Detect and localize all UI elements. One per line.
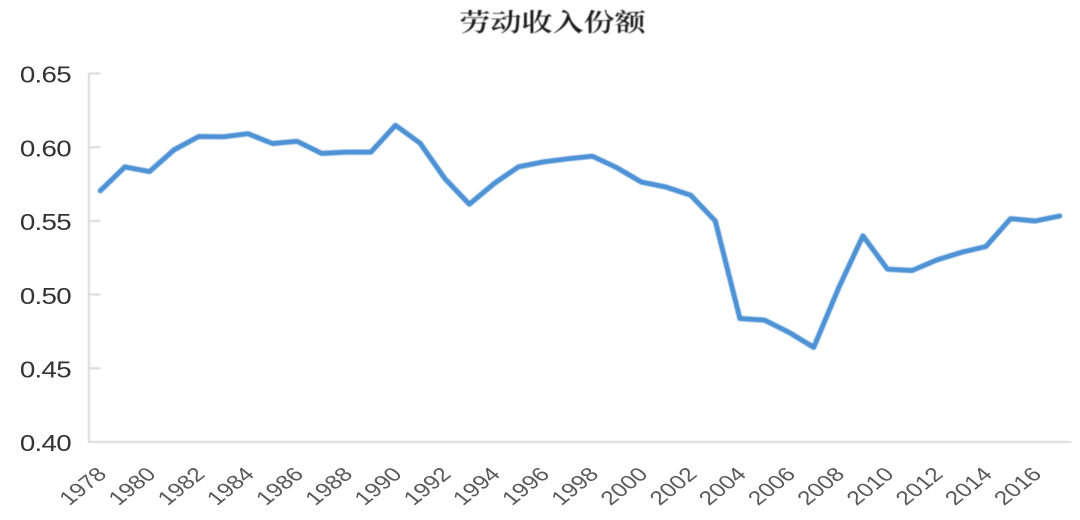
svg-text:0.40: 0.40 — [20, 431, 71, 457]
svg-text:0.65: 0.65 — [20, 63, 71, 89]
svg-text:0.45: 0.45 — [20, 357, 71, 383]
svg-text:0.60: 0.60 — [20, 136, 71, 162]
svg-text:0.55: 0.55 — [20, 210, 71, 236]
svg-text:0.50: 0.50 — [20, 284, 71, 310]
